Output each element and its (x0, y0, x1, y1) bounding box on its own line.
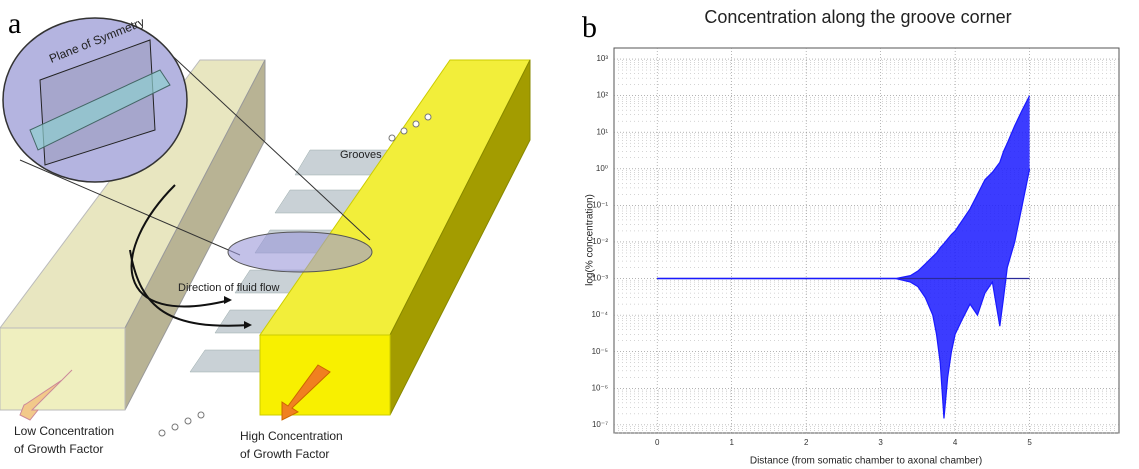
y-tick-label: 10⁰ (596, 164, 608, 173)
y-tick-label: 10¹ (596, 127, 608, 136)
band (657, 96, 1029, 419)
x-axis-label: Distance (from somatic chamber to axonal… (750, 456, 982, 467)
panel-label: b (582, 11, 597, 44)
flow-label: Direction of fluid flow (178, 282, 280, 294)
grooves-label: Grooves (340, 149, 382, 161)
x-tick-label: 2 (804, 438, 809, 447)
figure: Plane of Symmetry Direction of fluid flo… (0, 0, 1139, 469)
y-tick-label: 10² (596, 91, 608, 100)
x-tick-label: 0 (655, 438, 660, 447)
chart-title: Concentration along the groove corner (704, 7, 1011, 27)
y-tick-label: 10⁻² (592, 237, 608, 246)
high-label: High Concentration (240, 429, 343, 443)
y-tick-label: 10⁻⁷ (592, 420, 608, 429)
left-block-front (0, 328, 125, 410)
y-tick-label: 10⁻⁶ (592, 383, 608, 392)
x-tick-label: 5 (1027, 438, 1032, 447)
diagram: Plane of Symmetry Direction of fluid flo… (0, 7, 530, 461)
panel-label: a (8, 7, 21, 40)
x-tick-label: 4 (953, 438, 958, 447)
y-tick-label: 10⁻³ (592, 274, 608, 283)
x-tick-label: 3 (878, 438, 883, 447)
small-ellipse (228, 232, 372, 272)
low-label: Low Concentration (14, 424, 114, 438)
plot-frame (614, 48, 1119, 433)
x-tick-label: 1 (729, 438, 734, 447)
low-label: of Growth Factor (14, 442, 103, 456)
y-tick-label: 10³ (596, 54, 608, 63)
y-tick-label: 10⁻⁴ (591, 310, 608, 319)
y-tick-label: 10⁻⁵ (592, 347, 608, 356)
high-label: of Growth Factor (240, 447, 329, 461)
y-tick-label: 10⁻¹ (592, 200, 608, 209)
